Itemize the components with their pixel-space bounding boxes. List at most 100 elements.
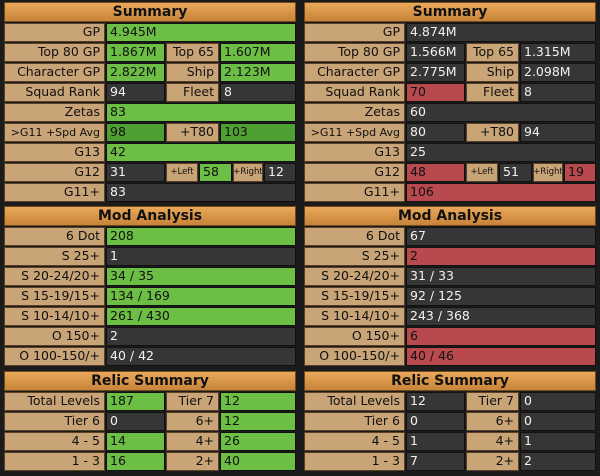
- top80-label: Top 80 GP: [4, 43, 105, 62]
- relic-value: 0: [406, 412, 465, 431]
- relic-label: 4+: [166, 432, 219, 451]
- squad-rank-value: 70: [406, 83, 465, 102]
- top80-label: Top 80 GP: [304, 43, 405, 62]
- g11plus-label: G11+: [304, 183, 405, 202]
- g12-left-value: 58: [199, 163, 232, 182]
- mod-analysis-header: Mod Analysis: [4, 206, 296, 226]
- t80-label: +T80: [166, 123, 219, 142]
- g12-right-value: 19: [564, 163, 596, 182]
- mod-label: 6 Dot: [4, 227, 105, 246]
- g12-right-label: +Right: [233, 163, 263, 182]
- t80-value: 103: [220, 123, 296, 142]
- left-panel: Summary GP 4.945M Top 80 GP 1.867M Top 6…: [4, 2, 296, 471]
- mod-value: 6: [406, 327, 596, 346]
- g13-value: 25: [406, 143, 596, 162]
- g12-right-label: +Right: [533, 163, 563, 182]
- fleet-rank-value: 8: [520, 83, 596, 102]
- mod-value: 92 / 125: [406, 287, 596, 306]
- mod-label: S 10-14/10+: [4, 307, 105, 326]
- mod-value: 261 / 430: [106, 307, 296, 326]
- mod-label: O 100-150/+: [304, 347, 405, 366]
- mod-analysis-header: Mod Analysis: [304, 206, 596, 226]
- character-gp-label: Character GP: [304, 63, 405, 82]
- mod-value: 208: [106, 227, 296, 246]
- squad-rank-label: Squad Rank: [4, 83, 105, 102]
- relic-value: 16: [106, 452, 165, 471]
- relic-summary-header: Relic Summary: [304, 371, 596, 391]
- relic-label: Total Levels: [304, 392, 405, 411]
- summary-header: Summary: [304, 2, 596, 22]
- gp-label: GP: [4, 23, 105, 42]
- g13-value: 42: [106, 143, 296, 162]
- mod-value: 2: [106, 327, 296, 346]
- relic-label: Tier 6: [4, 412, 105, 431]
- fleet-rank-label: Fleet: [166, 83, 219, 102]
- g11plus-value: 106: [406, 183, 596, 202]
- relic-label: 1 - 3: [304, 452, 405, 471]
- g12-value: 48: [406, 163, 465, 182]
- relic-value: 14: [106, 432, 165, 451]
- character-gp-label: Character GP: [4, 63, 105, 82]
- relic-label: Tier 7: [166, 392, 219, 411]
- relic-value: 7: [406, 452, 465, 471]
- mod-value: 40 / 42: [106, 347, 296, 366]
- zetas-label: Zetas: [4, 103, 105, 122]
- top80-value: 1.566M: [406, 43, 465, 62]
- g12-left-label: +Left: [166, 163, 198, 182]
- mod-value: 31 / 33: [406, 267, 596, 286]
- relic-label: 4+: [466, 432, 519, 451]
- relic-value: 0: [520, 412, 596, 431]
- relic-value: 12: [220, 392, 296, 411]
- relic-label: 6+: [166, 412, 219, 431]
- g11-spd-label: >G11 +Spd Avg: [304, 123, 405, 142]
- g13-label: G13: [4, 143, 105, 162]
- mod-value: 67: [406, 227, 596, 246]
- relic-value: 12: [220, 412, 296, 431]
- relic-label: 2+: [466, 452, 519, 471]
- mod-value: 243 / 368: [406, 307, 596, 326]
- gp-value: 4.874M: [406, 23, 596, 42]
- character-gp-value: 2.775M: [406, 63, 465, 82]
- relic-value: 12: [406, 392, 465, 411]
- right-panel: Summary GP 4.874M Top 80 GP 1.566M Top 6…: [300, 0, 600, 476]
- relic-value: 26: [220, 432, 296, 451]
- relic-summary-header: Relic Summary: [4, 371, 296, 391]
- fleet-rank-value: 8: [220, 83, 296, 102]
- t80-label: +T80: [466, 123, 519, 142]
- relic-label: 6+: [466, 412, 519, 431]
- mod-label: S 10-14/10+: [304, 307, 405, 326]
- mod-label: O 150+: [4, 327, 105, 346]
- relic-label: 2+: [166, 452, 219, 471]
- mod-label: S 15-19/15+: [4, 287, 105, 306]
- g12-label: G12: [304, 163, 405, 182]
- g12-left-value: 51: [499, 163, 532, 182]
- top65-value: 1.607M: [220, 43, 296, 62]
- mod-value: 1: [106, 247, 296, 266]
- g11-spd-value: 98: [106, 123, 165, 142]
- mod-label: 6 Dot: [304, 227, 405, 246]
- g11-spd-value: 80: [406, 123, 465, 142]
- relic-value: 187: [106, 392, 165, 411]
- mod-label: S 20-24/20+: [4, 267, 105, 286]
- ship-gp-label: Ship: [466, 63, 519, 82]
- mod-label: S 25+: [304, 247, 405, 266]
- top65-label: Top 65: [466, 43, 519, 62]
- relic-label: 1 - 3: [4, 452, 105, 471]
- ship-gp-label: Ship: [166, 63, 219, 82]
- mod-value: 134 / 169: [106, 287, 296, 306]
- g11-spd-label: >G11 +Spd Avg: [4, 123, 105, 142]
- relic-label: 4 - 5: [4, 432, 105, 451]
- top65-value: 1.315M: [520, 43, 596, 62]
- squad-rank-label: Squad Rank: [304, 83, 405, 102]
- relic-label: Tier 7: [466, 392, 519, 411]
- g12-label: G12: [4, 163, 105, 182]
- relic-value: 1: [406, 432, 465, 451]
- character-gp-value: 2.822M: [106, 63, 165, 82]
- mod-value: 34 / 35: [106, 267, 296, 286]
- zetas-label: Zetas: [304, 103, 405, 122]
- zetas-value: 83: [106, 103, 296, 122]
- mod-value: 40 / 46: [406, 347, 596, 366]
- relic-value: 0: [520, 392, 596, 411]
- relic-label: 4 - 5: [304, 432, 405, 451]
- relic-value: 40: [220, 452, 296, 471]
